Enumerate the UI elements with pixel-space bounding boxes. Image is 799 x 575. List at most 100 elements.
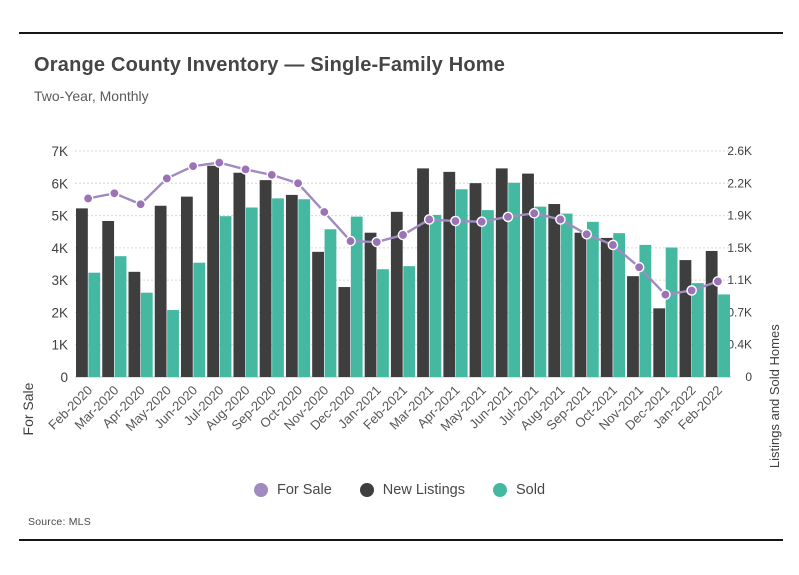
bar-new-listings — [443, 171, 456, 377]
legend-item-new-listings: New Listings — [359, 482, 465, 498]
right-axis-tick-label: 2.6K — [727, 144, 752, 158]
source-note: Source: MLS — [28, 516, 91, 528]
bar-new-listings — [338, 287, 351, 377]
bar-sold — [219, 216, 232, 377]
left-axis-tick-label: 5K — [51, 209, 68, 224]
for-sale-marker — [607, 239, 619, 251]
for-sale-marker — [161, 173, 173, 184]
bar-new-listings — [128, 271, 141, 377]
bar-sold — [691, 283, 704, 377]
for-sale-marker — [712, 276, 724, 287]
bar-sold — [586, 221, 599, 377]
left-axis-tick-label: 4K — [51, 241, 68, 256]
bar-new-listings — [469, 183, 482, 377]
bar-new-listings — [548, 204, 561, 377]
bar-sold — [613, 233, 626, 377]
legend-label-sold: Sold — [515, 482, 546, 498]
bar-new-listings — [600, 237, 613, 377]
legend-label-for-sale: For Sale — [276, 482, 332, 498]
bar-sold — [140, 292, 153, 377]
right-axis-tick-label: 1.1K — [727, 273, 752, 287]
bar-sold — [377, 269, 389, 377]
bar-sold — [560, 213, 573, 377]
left-axis-tick-label: 7K — [51, 144, 68, 159]
legend-item-sold: Sold — [492, 482, 546, 498]
bar-sold — [272, 198, 284, 377]
for-sale-marker — [555, 214, 566, 225]
for-sale-marker — [266, 169, 278, 181]
bar-new-listings — [180, 196, 193, 377]
legend-swatch-new-listings — [359, 483, 374, 497]
bar-sold — [429, 214, 442, 377]
for-sale-marker — [528, 208, 540, 219]
bar-new-listings — [312, 251, 324, 377]
bar-new-listings — [364, 232, 377, 377]
legend-label-new-listings: New Listings — [382, 482, 465, 498]
for-sale-marker — [214, 157, 225, 168]
bar-sold — [403, 266, 416, 377]
left-axis-tick-label: 0 — [60, 370, 68, 385]
bar-new-listings — [102, 220, 115, 377]
right-axis-tick-label: 1.5K — [727, 241, 752, 255]
bar-sold — [245, 207, 258, 377]
for-sale-marker — [450, 215, 461, 227]
bar-sold — [350, 216, 363, 377]
top-rule — [19, 32, 783, 34]
left-axis-tick-label: 2K — [51, 305, 68, 320]
left-axis-tick-label: 1K — [51, 338, 68, 353]
bar-sold — [88, 272, 101, 377]
bar-sold — [114, 256, 127, 377]
legend-item-for-sale: For Sale — [253, 482, 332, 498]
left-axis-tick-label: 6K — [51, 176, 68, 191]
bar-new-listings — [574, 232, 587, 377]
bar-new-listings — [154, 205, 167, 377]
bar-sold — [639, 244, 652, 377]
for-sale-marker — [109, 187, 120, 199]
right-axis-tick-label: 0.7K — [727, 305, 752, 319]
legend-swatch-sold — [492, 483, 507, 497]
bar-sold — [508, 182, 521, 377]
bar-new-listings — [259, 180, 272, 377]
chart-legend: For Sale New Listings Sold — [0, 482, 799, 498]
for-sale-marker — [135, 198, 146, 210]
right-axis-title: New Listings and Sold Homes — [767, 324, 782, 468]
bar-new-listings — [705, 250, 718, 377]
bar-new-listings — [76, 208, 88, 377]
chart-subtitle: Two-Year, Monthly — [34, 88, 149, 104]
bottom-rule — [19, 539, 783, 541]
bar-new-listings — [653, 308, 666, 377]
bar-new-listings — [207, 165, 220, 377]
for-sale-marker — [318, 206, 330, 218]
bar-new-listings — [495, 168, 508, 377]
for-sale-marker — [371, 236, 383, 248]
bar-sold — [718, 294, 730, 377]
left-axis-tick-label: 3K — [51, 273, 68, 288]
for-sale-marker — [240, 164, 251, 175]
for-sale-marker — [345, 235, 356, 247]
bar-sold — [167, 310, 179, 377]
for-sale-marker — [292, 177, 304, 189]
bar-new-listings — [417, 168, 429, 377]
bar-sold — [455, 189, 468, 377]
bar-new-listings — [390, 211, 403, 377]
chart-title: Orange County Inventory — Single-Family … — [34, 54, 506, 76]
for-sale-marker — [660, 289, 671, 300]
for-sale-marker — [397, 229, 409, 241]
bar-sold — [193, 262, 206, 377]
for-sale-marker — [187, 160, 199, 172]
for-sale-marker — [581, 228, 592, 240]
for-sale-marker — [686, 285, 697, 296]
bar-new-listings — [285, 194, 298, 377]
bar-sold — [324, 229, 337, 377]
for-sale-marker — [423, 214, 435, 225]
chart-canvas: 0 0 1K 0.4K 2K 0.7K 3K 1.1K 4K 1.5K 5K 1.9K 6K 2.2K 7K… — [20, 144, 782, 468]
bar-sold — [534, 206, 547, 377]
left-axis-title: For Sale — [20, 382, 36, 435]
right-axis-tick-label: 0.4K — [727, 338, 752, 352]
bar-sold — [665, 247, 678, 377]
legend-swatch-for-sale — [253, 483, 268, 497]
right-axis-tick-label: 0 — [745, 370, 752, 384]
bar-new-listings — [627, 276, 639, 377]
for-sale-marker — [476, 216, 488, 228]
bar-new-listings — [522, 173, 534, 377]
